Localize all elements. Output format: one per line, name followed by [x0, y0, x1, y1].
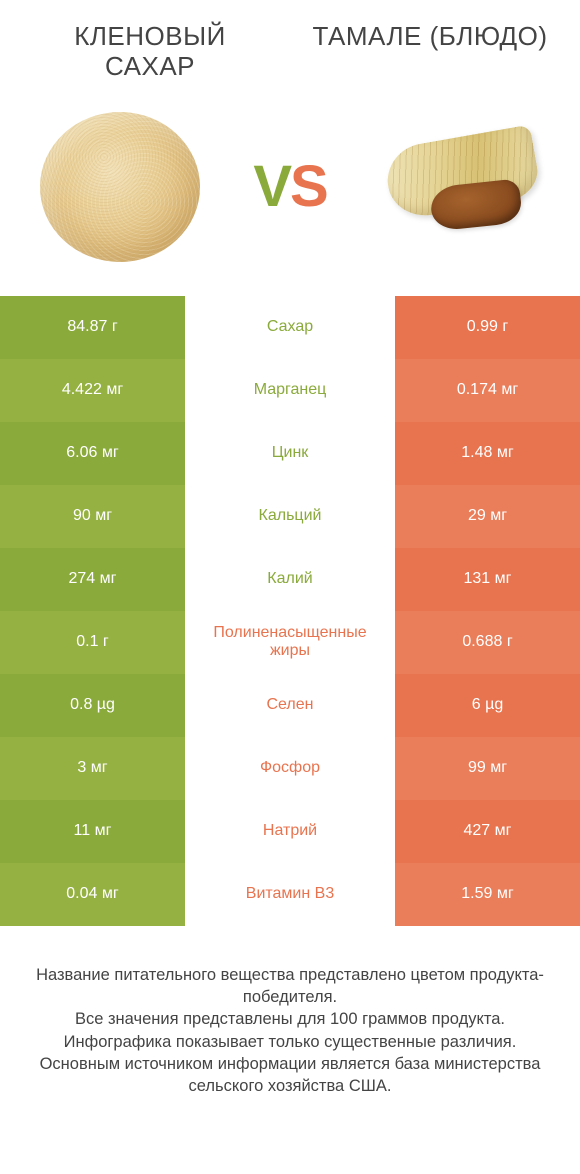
table-row: 0.8 µgСелен6 µg [0, 674, 580, 737]
table-row: 6.06 мгЦинк1.48 мг [0, 422, 580, 485]
right-value: 131 мг [395, 548, 580, 611]
left-value: 11 мг [0, 800, 185, 863]
image-row: VS [0, 86, 580, 296]
nutrient-label: Селен [185, 674, 395, 737]
table-row: 3 мгФосфор99 мг [0, 737, 580, 800]
left-value: 6.06 мг [0, 422, 185, 485]
right-value: 1.48 мг [395, 422, 580, 485]
nutrient-label: Натрий [185, 800, 395, 863]
left-value: 0.8 µg [0, 674, 185, 737]
nutrient-label: Фосфор [185, 737, 395, 800]
footer-line-2: Все значения представлены для 100 граммо… [18, 1008, 562, 1030]
right-value: 29 мг [395, 485, 580, 548]
left-value: 90 мг [0, 485, 185, 548]
right-value: 0.174 мг [395, 359, 580, 422]
left-value: 274 мг [0, 548, 185, 611]
nutrient-label: Марганец [185, 359, 395, 422]
nutrient-label: Цинк [185, 422, 395, 485]
table-row: 0.04 мгВитамин B31.59 мг [0, 863, 580, 926]
nutrient-label: Витамин B3 [185, 863, 395, 926]
vs-s: S [290, 154, 327, 219]
left-value: 84.87 г [0, 296, 185, 359]
left-value: 0.1 г [0, 611, 185, 674]
footer-line-3: Инфографика показывает только существенн… [18, 1031, 562, 1053]
left-food-title: КЛЕНОВЫЙ САХАР [30, 22, 270, 82]
table-row: 4.422 мгМарганец0.174 мг [0, 359, 580, 422]
footer-line-4: Основным источником информации является … [18, 1053, 562, 1098]
left-value: 4.422 мг [0, 359, 185, 422]
table-row: 90 мгКальций29 мг [0, 485, 580, 548]
right-value: 1.59 мг [395, 863, 580, 926]
right-value: 0.688 г [395, 611, 580, 674]
right-value: 427 мг [395, 800, 580, 863]
header: КЛЕНОВЫЙ САХАР ТАМАЛЕ (БЛЮДО) [0, 0, 580, 86]
right-value: 0.99 г [395, 296, 580, 359]
footer-line-1: Название питательного вещества представл… [18, 964, 562, 1009]
nutrient-label: Сахар [185, 296, 395, 359]
vs-label: VS [253, 153, 326, 220]
nutrient-label: Кальций [185, 485, 395, 548]
left-food-image [30, 102, 210, 272]
table-row: 274 мгКалий131 мг [0, 548, 580, 611]
left-value: 3 мг [0, 737, 185, 800]
table-row: 0.1 гПолиненасыщенные жиры0.688 г [0, 611, 580, 674]
right-food-image [370, 102, 550, 272]
nutrient-label: Полиненасыщенные жиры [185, 611, 395, 674]
table-row: 84.87 гСахар0.99 г [0, 296, 580, 359]
footer-notes: Название питательного вещества представл… [0, 926, 580, 1098]
comparison-table: 84.87 гСахар0.99 г4.422 мгМарганец0.174 … [0, 296, 580, 926]
left-value: 0.04 мг [0, 863, 185, 926]
vs-v: V [253, 154, 290, 219]
table-row: 11 мгНатрий427 мг [0, 800, 580, 863]
nutrient-label: Калий [185, 548, 395, 611]
right-value: 99 мг [395, 737, 580, 800]
right-food-title: ТАМАЛЕ (БЛЮДО) [310, 22, 550, 82]
right-value: 6 µg [395, 674, 580, 737]
